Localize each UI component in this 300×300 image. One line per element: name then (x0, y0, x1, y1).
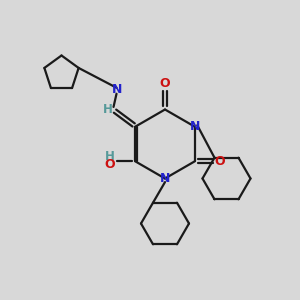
Text: N: N (190, 120, 200, 133)
Text: O: O (160, 77, 170, 90)
Text: O: O (104, 158, 115, 171)
Text: N: N (112, 83, 122, 96)
Text: H: H (104, 150, 114, 163)
Text: N: N (160, 172, 170, 185)
Text: H: H (103, 103, 112, 116)
Text: O: O (215, 155, 225, 168)
